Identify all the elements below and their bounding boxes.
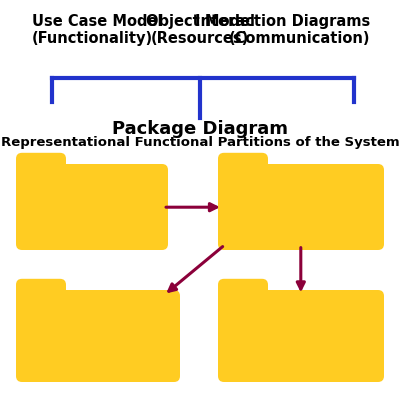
- FancyBboxPatch shape: [16, 290, 180, 382]
- Text: Representational Functional Partitions of the System: Representational Functional Partitions o…: [1, 136, 399, 149]
- FancyBboxPatch shape: [16, 164, 168, 250]
- Text: Use Case Model
(Functionality): Use Case Model (Functionality): [32, 14, 162, 46]
- Text: Object Model
(Resources): Object Model (Resources): [146, 14, 254, 46]
- Text: Package Diagram: Package Diagram: [112, 120, 288, 138]
- FancyBboxPatch shape: [218, 164, 384, 250]
- FancyBboxPatch shape: [16, 279, 66, 302]
- FancyBboxPatch shape: [218, 290, 384, 382]
- FancyBboxPatch shape: [218, 153, 268, 176]
- FancyBboxPatch shape: [16, 153, 66, 176]
- FancyBboxPatch shape: [218, 279, 268, 302]
- Text: Interaction Diagrams
(Communication): Interaction Diagrams (Communication): [195, 14, 370, 46]
